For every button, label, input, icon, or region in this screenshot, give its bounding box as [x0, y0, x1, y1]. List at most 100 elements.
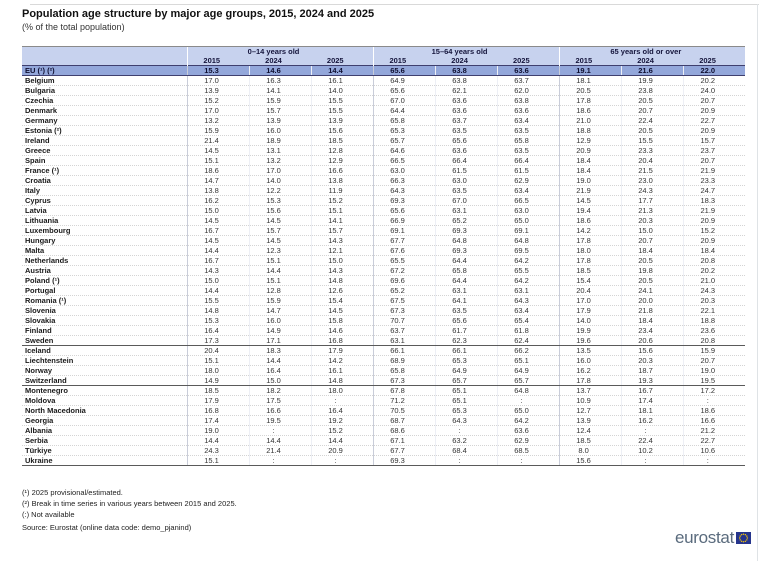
value-cell: 13.8: [186, 185, 249, 196]
value-cell: 13.2: [186, 115, 249, 126]
value-cell: 64.3: [496, 295, 560, 306]
value-cell: :: [434, 455, 498, 466]
table-row: EU (¹) (²) 15.3 14.6 14.4 65.6 63.8 63.6 19.1 21…: [22, 65, 746, 76]
value-cell: 18.5: [558, 435, 622, 446]
value-cell: 14.4: [310, 435, 374, 446]
value-cell: 24.0: [682, 85, 746, 96]
value-cell: 69.1: [372, 225, 436, 236]
value-cell: 69.3: [372, 455, 436, 466]
value-cell: 18.6: [682, 405, 746, 416]
value-cell: 70.7: [372, 315, 436, 326]
value-cell: 15.4: [558, 275, 622, 286]
value-cell: 14.8: [310, 275, 374, 286]
value-cell: 15.4: [310, 295, 374, 306]
value-cell: 19.3: [620, 375, 684, 386]
year-header: 2024: [621, 56, 684, 66]
table-row: Lithuania 14.5 14.5 14.1 66.9 65.2 65.0 18.6 20.…: [22, 215, 746, 226]
value-cell: 20.8: [682, 335, 746, 346]
value-cell: 61.8: [496, 325, 560, 336]
value-cell: 22.7: [682, 435, 746, 446]
value-cell: 19.5: [248, 415, 311, 426]
value-cell: 65.1: [496, 355, 560, 366]
country-label: Belgium: [22, 75, 188, 86]
age-group-header: 0–14 years old: [186, 46, 374, 56]
table-row: Italy 13.8 12.2 11.9 64.3 63.5 63.4 21.9 24.3 24.…: [22, 185, 746, 196]
value-cell: 18.8: [558, 125, 622, 136]
value-cell: 62.4: [496, 335, 560, 346]
table-row: Cyprus 16.2 15.3 15.2 69.3 67.0 66.5 14.5 17.7 18…: [22, 195, 746, 206]
value-cell: 16.3: [248, 75, 311, 86]
value-cell: 17.8: [558, 235, 622, 246]
value-cell: 15.8: [310, 315, 374, 326]
value-cell: 63.4: [496, 115, 560, 126]
value-cell: 64.3: [372, 185, 436, 196]
value-cell: 19.8: [620, 265, 684, 276]
value-cell: 17.8: [558, 375, 622, 386]
table-row: Austria 14.3 14.4 14.3 67.2 65.8 65.5 18.5 19.8 2…: [22, 265, 746, 276]
country-label: Estonia (²): [22, 125, 188, 136]
value-cell: 66.3: [372, 175, 436, 186]
value-cell: 63.4: [496, 185, 560, 196]
value-cell: 63.0: [434, 175, 498, 186]
value-cell: 16.1: [310, 75, 374, 86]
value-cell: 16.7: [186, 225, 249, 236]
value-cell: 67.7: [372, 235, 436, 246]
country-label: EU (¹) (²): [22, 65, 188, 76]
value-cell: 21.9: [558, 185, 622, 196]
value-cell: 18.5: [186, 385, 249, 396]
value-cell: 13.1: [248, 145, 311, 156]
country-label: Bulgaria: [22, 85, 188, 96]
value-cell: 65.5: [496, 265, 560, 276]
value-cell: 63.5: [496, 125, 560, 136]
value-cell: 15.1: [186, 355, 249, 366]
value-cell: 18.5: [310, 135, 374, 146]
value-cell: 16.2: [620, 415, 684, 426]
value-cell: 20.9: [682, 105, 746, 116]
value-cell: 64.8: [496, 385, 560, 396]
value-cell: 18.5: [558, 265, 622, 276]
table-row: Spain 15.1 13.2 12.9 66.5 66.4 66.4 18.4 20.4 20.…: [22, 155, 746, 166]
value-cell: 10.6: [682, 445, 746, 456]
value-cell: 18.0: [186, 365, 249, 376]
value-cell: 17.8: [558, 255, 622, 266]
value-cell: 13.2: [248, 155, 311, 166]
table-row: France (¹) 18.6 17.0 16.6 63.0 61.5 61.5 18.4 21…: [22, 165, 746, 176]
value-cell: 67.5: [372, 295, 436, 306]
value-cell: 63.4: [496, 305, 560, 316]
value-cell: 20.5: [620, 255, 684, 266]
age-group-header: 15–64 years old: [372, 46, 560, 56]
value-cell: 63.5: [434, 305, 498, 316]
value-cell: 21.0: [558, 115, 622, 126]
value-cell: 63.6: [496, 105, 560, 116]
value-cell: 21.0: [682, 275, 746, 286]
value-cell: 20.7: [620, 235, 684, 246]
value-cell: 19.9: [620, 75, 684, 86]
value-cell: 14.8: [310, 375, 374, 386]
value-cell: 14.1: [310, 215, 374, 226]
country-label: Ireland: [22, 135, 188, 146]
value-cell: 15.2: [186, 95, 249, 106]
value-cell: 20.8: [682, 255, 746, 266]
country-label: Albania: [22, 425, 188, 436]
country-label: Finland: [22, 325, 188, 336]
value-cell: 63.0: [372, 165, 436, 176]
value-cell: 16.6: [310, 165, 374, 176]
value-cell: 65.6: [372, 205, 436, 216]
value-cell: :: [620, 425, 684, 436]
value-cell: 69.6: [372, 275, 436, 286]
country-label: Malta: [22, 245, 188, 256]
age-group-header: 65 years old or over: [558, 46, 746, 56]
country-label: Netherlands: [22, 255, 188, 266]
table-row: Malta 14.4 12.3 12.1 67.6 69.3 69.5 18.0 18.4 18.…: [22, 245, 746, 256]
value-cell: 15.0: [186, 205, 249, 216]
value-cell: 63.6: [496, 65, 560, 76]
eurostat-wordmark: eurostat: [674, 528, 734, 547]
value-cell: 16.7: [620, 385, 684, 396]
table-row: Albania 19.0:15.2 68.6:63.6 12.4:21.2: [22, 425, 746, 436]
value-cell: 63.0: [496, 205, 560, 216]
value-cell: 65.3: [372, 125, 436, 136]
country-label: Greece: [22, 145, 188, 156]
value-cell: 65.8: [496, 135, 560, 146]
year-header: 2025: [497, 56, 560, 66]
value-cell: 14.4: [186, 435, 249, 446]
